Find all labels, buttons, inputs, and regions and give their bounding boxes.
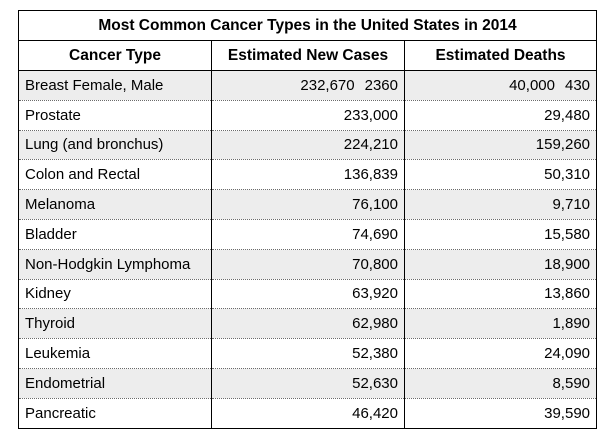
cell-cancer-type: Prostate [18,99,212,131]
deaths-value: 40,000 [509,76,555,94]
table-row: Thyroid 62,980 1,890 [18,308,598,340]
cell-deaths: 39,590 [403,397,598,429]
cell-new-cases: 232,670 2360 [211,70,405,101]
table-row: Lung (and bronchus) 224,210 159,260 [18,129,598,161]
cell-new-cases: 52,630 [211,367,405,399]
cell-new-cases: 136,839 [211,159,405,191]
deaths-value-2: 430 [564,76,591,94]
cell-deaths: 1,890 [403,308,598,340]
cell-new-cases: 52,380 [211,338,405,369]
cancer-table-container: Most Common Cancer Types in the United S… [17,10,598,429]
cell-cancer-type: Lung (and bronchus) [18,129,212,161]
cell-new-cases: 70,800 [211,248,405,280]
cell-cancer-type: Bladder [18,218,212,250]
cell-cancer-type: Pancreatic [18,397,212,429]
cell-cancer-type: Endometrial [18,367,212,399]
cell-cancer-type: Kidney [18,278,212,310]
table-row: Prostate 233,000 29,480 [18,99,598,131]
cell-cancer-type: Thyroid [18,308,212,340]
cell-deaths: 13,860 [403,278,598,310]
cell-cancer-type: Leukemia [18,338,212,369]
cell-deaths: 8,590 [403,367,598,399]
cell-cancer-type: Non-Hodgkin Lymphoma [18,248,212,280]
cell-deaths: 40,000 430 [403,70,598,101]
table-row: Breast Female, Male 232,670 2360 40,000 43… [18,70,598,101]
cell-new-cases: 62,980 [211,308,405,340]
cell-new-cases: 76,100 [211,189,405,220]
cell-deaths: 18,900 [403,248,598,280]
cell-deaths: 9,710 [403,189,598,220]
table-row: Melanoma 76,100 9,710 [18,189,598,220]
cell-new-cases: 74,690 [211,218,405,250]
cell-cancer-type: Colon and Rectal [18,159,212,191]
cell-new-cases: 63,920 [211,278,405,310]
header-deaths: Estimated Deaths [403,40,598,71]
cell-new-cases: 224,210 [211,129,405,161]
table-row: Colon and Rectal 136,839 50,310 [18,159,598,191]
cell-cancer-type: Melanoma [18,189,212,220]
table-row: Leukemia 52,380 24,090 [18,338,598,369]
cell-deaths: 24,090 [403,338,598,369]
header-row: Cancer Type Estimated New Cases Estimate… [18,40,598,71]
table-row: Endometrial 52,630 8,590 [18,367,598,399]
cell-deaths: 29,480 [403,99,598,131]
cell-deaths: 159,260 [403,129,598,161]
header-cancer-type: Cancer Type [18,40,212,71]
table-row: Non-Hodgkin Lymphoma 70,800 18,900 [18,248,598,280]
table-title: Most Common Cancer Types in the United S… [17,10,598,41]
table-row: Kidney 63,920 13,860 [18,278,598,310]
new-cases-value-2: 2360 [364,76,398,94]
cancer-table: Most Common Cancer Types in the United S… [17,10,598,429]
header-new-cases: Estimated New Cases [211,40,405,71]
cell-deaths: 50,310 [403,159,598,191]
cell-new-cases: 46,420 [211,397,405,429]
cell-new-cases: 233,000 [211,99,405,131]
cell-cancer-type: Breast Female, Male [18,70,212,101]
table-row: Pancreatic 46,420 39,590 [18,397,598,429]
table-row: Bladder 74,690 15,580 [18,218,598,250]
title-row: Most Common Cancer Types in the United S… [17,10,598,41]
new-cases-value: 232,670 [300,76,355,94]
cell-deaths: 15,580 [403,218,598,250]
